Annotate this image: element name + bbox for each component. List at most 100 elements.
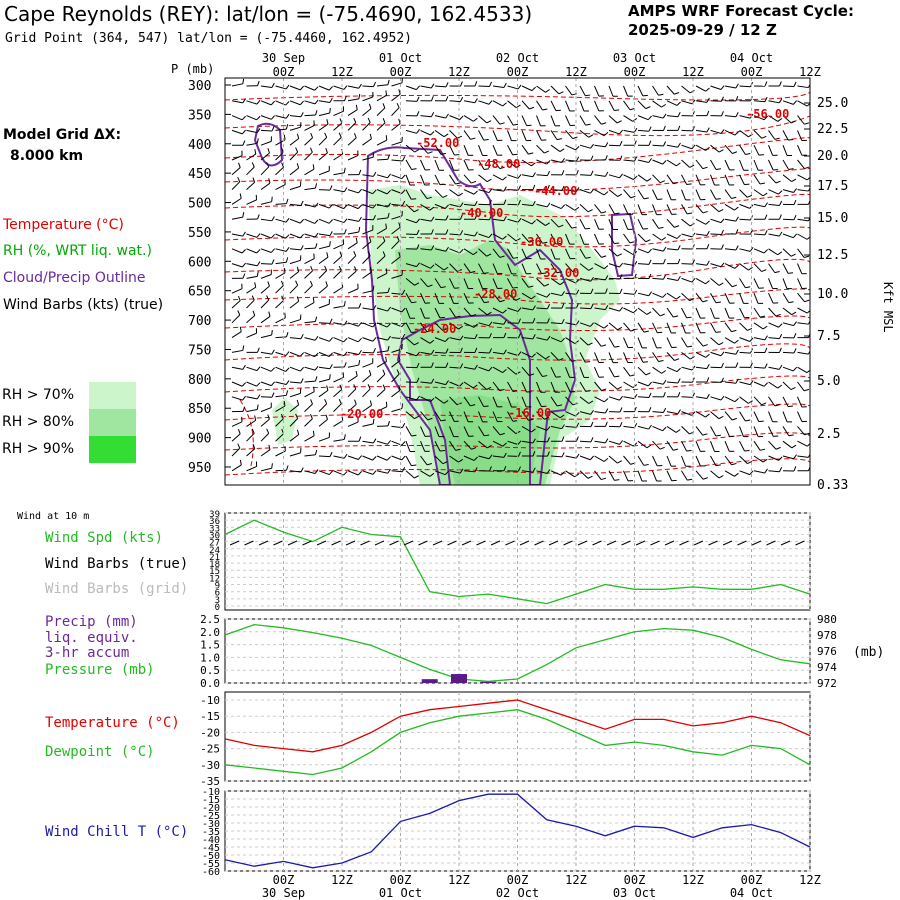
- wind-barb: [536, 411, 545, 420]
- wind-barb: [405, 396, 417, 401]
- wind-barb: [666, 218, 675, 228]
- wind-barb-flag: [310, 132, 314, 138]
- wind-barb: [768, 381, 778, 389]
- wind-barb: [782, 145, 788, 156]
- wind-barb-flag: [372, 285, 375, 291]
- wind-barb: [637, 189, 645, 200]
- wind-barb: [710, 218, 722, 224]
- wind-barb-flag: [614, 242, 620, 245]
- wind-barb: [536, 100, 543, 111]
- wind-barb: [260, 263, 273, 265]
- wind-barb: [391, 174, 402, 180]
- wind-barb: [304, 125, 315, 131]
- wind-barb: [608, 396, 620, 401]
- sfc-wind-barb: [447, 540, 457, 546]
- wind-barb: [275, 272, 286, 279]
- wind-barb-flag: [237, 443, 241, 449]
- wind-barb-flag: [329, 241, 331, 247]
- wind-barb: [434, 470, 446, 476]
- wind-barb: [478, 100, 490, 105]
- wind-barb: [275, 166, 284, 176]
- wind-barb: [782, 85, 795, 88]
- wind-barb: [463, 455, 475, 461]
- wind-barb-flag: [676, 162, 681, 167]
- wind-barb-flag: [473, 117, 478, 122]
- wind-barb: [768, 203, 780, 206]
- wind-barb: [666, 337, 673, 348]
- wind-barb: [318, 233, 330, 237]
- wind-barb: [362, 218, 374, 221]
- wind-barb-flag: [368, 236, 372, 242]
- wind-barb-flag: [689, 164, 695, 168]
- pressure-tick: 500: [188, 197, 211, 212]
- wind-barb: [347, 255, 357, 264]
- wind-barb: [623, 204, 629, 215]
- wind-barb: [637, 85, 644, 97]
- legend-rh80: RH > 80%: [2, 414, 75, 430]
- wind-barb-flag: [440, 419, 446, 422]
- wind-barb: [304, 337, 316, 341]
- wind-barb: [594, 233, 600, 245]
- wind-barb: [565, 85, 573, 96]
- wind-barb-flag: [430, 378, 435, 384]
- wind-barb-flag: [312, 297, 315, 303]
- wind-barb: [681, 189, 686, 201]
- wind-barb: [260, 233, 272, 239]
- wind-barb: [347, 137, 357, 146]
- wind-barb-flag: [343, 471, 348, 476]
- wind-barb-flag: [560, 471, 565, 476]
- wind-barb: [623, 440, 634, 447]
- wind-barb: [347, 351, 359, 355]
- wind-barb-flag: [747, 194, 753, 198]
- wind-barb: [739, 470, 750, 476]
- wind-barb-flag: [270, 234, 275, 239]
- wind-barb: [753, 174, 761, 185]
- wind-barb: [782, 100, 794, 105]
- wind-barb-flag: [588, 134, 594, 138]
- wind-barb-flag: [314, 365, 319, 371]
- wind-barb: [608, 85, 614, 97]
- wind-barb-flag: [499, 255, 505, 258]
- wind-barb: [623, 470, 629, 482]
- wind-barb: [463, 248, 474, 256]
- wind-barb-flag: [271, 196, 273, 202]
- wind-barb: [739, 307, 745, 319]
- wind-barb: [681, 366, 693, 371]
- wind-barb: [434, 85, 447, 88]
- wind-barb: [536, 174, 548, 177]
- wind-barb: [536, 85, 546, 93]
- wind-barb: [652, 425, 663, 432]
- wind-barb-flag: [774, 270, 780, 274]
- wind-barb-flag: [256, 233, 261, 238]
- wind-barb: [275, 469, 287, 472]
- wind-barb-flag: [300, 378, 304, 384]
- sfc-wind-barb: [577, 540, 588, 546]
- wind-barb-flag: [558, 357, 564, 361]
- wind-barb: [739, 85, 751, 88]
- wind-barb: [594, 219, 600, 230]
- wind-barb: [231, 288, 243, 294]
- wind-barb: [246, 115, 257, 121]
- wind-barb-flag: [556, 404, 563, 407]
- wind-barb-flag: [614, 109, 620, 111]
- wind-barb: [463, 203, 475, 207]
- wind-barb-flag: [648, 158, 652, 163]
- wind-barb-flag: [585, 390, 591, 392]
- wind-barb-flag: [242, 212, 245, 218]
- wind-barb-flag: [806, 236, 810, 240]
- wind-barb: [768, 426, 774, 437]
- wind-barb: [797, 85, 809, 89]
- wind-barb-flag: [774, 137, 780, 140]
- wind-barb: [579, 263, 589, 271]
- wind-barb: [666, 277, 678, 281]
- wind-barb-flag: [793, 333, 797, 339]
- wind-barb: [304, 418, 313, 427]
- wind-barb-flag: [474, 467, 478, 473]
- wind-barb-flag: [659, 313, 665, 317]
- wind-barb-flag: [271, 463, 273, 469]
- wind-barb-flag: [529, 373, 535, 377]
- wind-barb: [652, 100, 662, 108]
- wind-barb-flag: [762, 458, 768, 463]
- wind-barb-flag: [414, 415, 420, 420]
- wind-barb: [275, 151, 284, 161]
